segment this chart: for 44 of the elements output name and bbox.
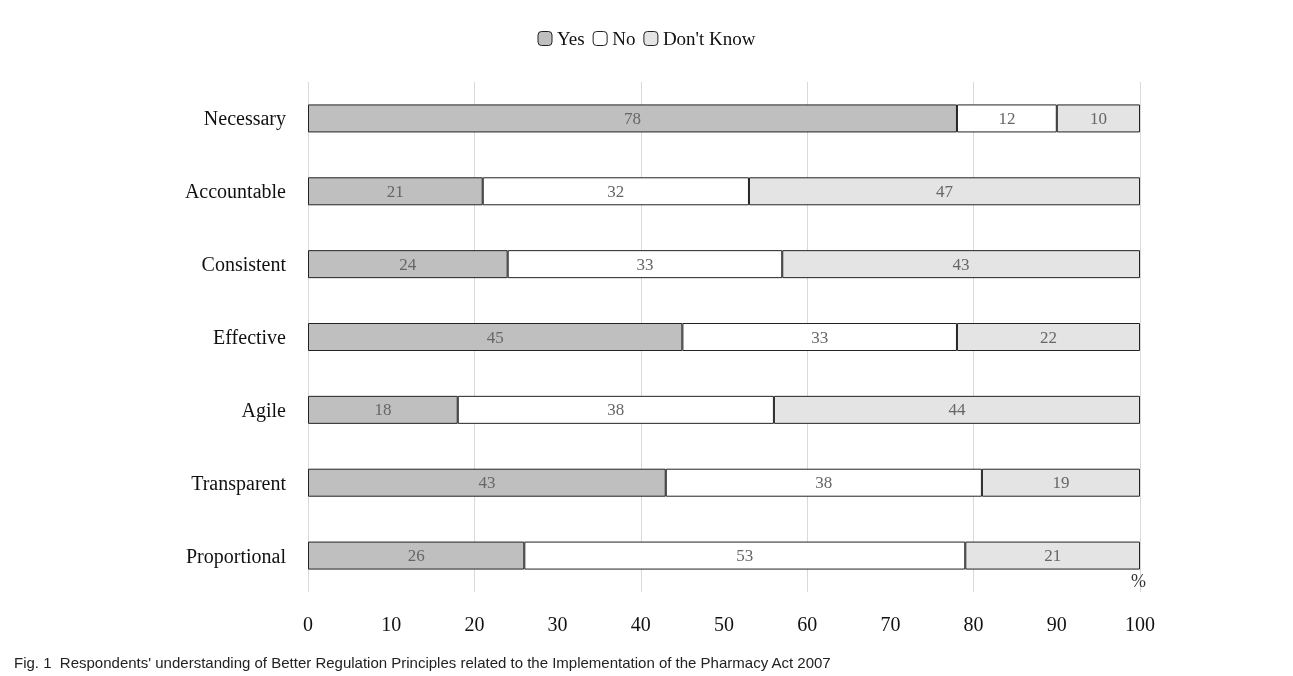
x-tick-label: 100 [1125, 613, 1155, 635]
x-tick-label: 50 [714, 613, 734, 635]
data-label: 43 [478, 473, 496, 493]
data-label: 32 [607, 181, 625, 201]
data-label: 10 [1089, 108, 1107, 128]
x-tick-label: 80 [963, 613, 984, 635]
data-label: 12 [998, 108, 1016, 128]
x-tick-label: 0 [303, 613, 313, 635]
x-tick-label: 70 [880, 613, 901, 635]
data-label: 38 [607, 400, 625, 420]
data-label: 18 [374, 400, 392, 420]
x-tick-label: 30 [547, 613, 568, 635]
x-tick-label: 40 [630, 613, 651, 635]
x-tick-label: 10 [381, 613, 402, 635]
y-tick-label: Necessary [203, 107, 286, 131]
x-tick-label: 90 [1046, 613, 1067, 635]
x-tick-label: 60 [797, 613, 818, 635]
data-label: 78 [623, 108, 641, 128]
data-label: 43 [952, 254, 970, 274]
data-label: 21 [1044, 546, 1062, 566]
legend-label: Yes [557, 28, 585, 49]
data-label: 33 [811, 327, 829, 347]
data-label: 44 [948, 400, 966, 420]
data-label: 22 [1039, 327, 1057, 347]
legend-label: Don't Know [662, 28, 756, 49]
data-label: 21 [386, 181, 404, 201]
data-label: 53 [736, 546, 754, 566]
y-tick-label: Proportional [186, 544, 287, 568]
x-tick-label: 20 [464, 613, 485, 635]
data-label: 33 [636, 254, 654, 274]
data-label: 24 [399, 254, 417, 274]
caption: Fig. 1 Respondents' understanding of Better Regulation Principles related to the Implementation of the Pharmacy Act 2007 [14, 654, 831, 671]
y-tick-label: Agile [241, 398, 287, 422]
y-tick-label: Effective [213, 326, 287, 348]
data-label: 47 [935, 181, 954, 201]
x-axis-title: % [1131, 571, 1146, 591]
y-tick-label: Transparent [191, 471, 287, 495]
data-label: 38 [815, 473, 833, 493]
legend-label: No [612, 28, 636, 49]
y-tick-label: Accountable [184, 180, 287, 203]
y-tick-label: Consistent [201, 253, 287, 276]
data-label: 45 [486, 327, 504, 347]
data-label: 19 [1052, 473, 1070, 493]
data-label: 26 [407, 546, 425, 566]
